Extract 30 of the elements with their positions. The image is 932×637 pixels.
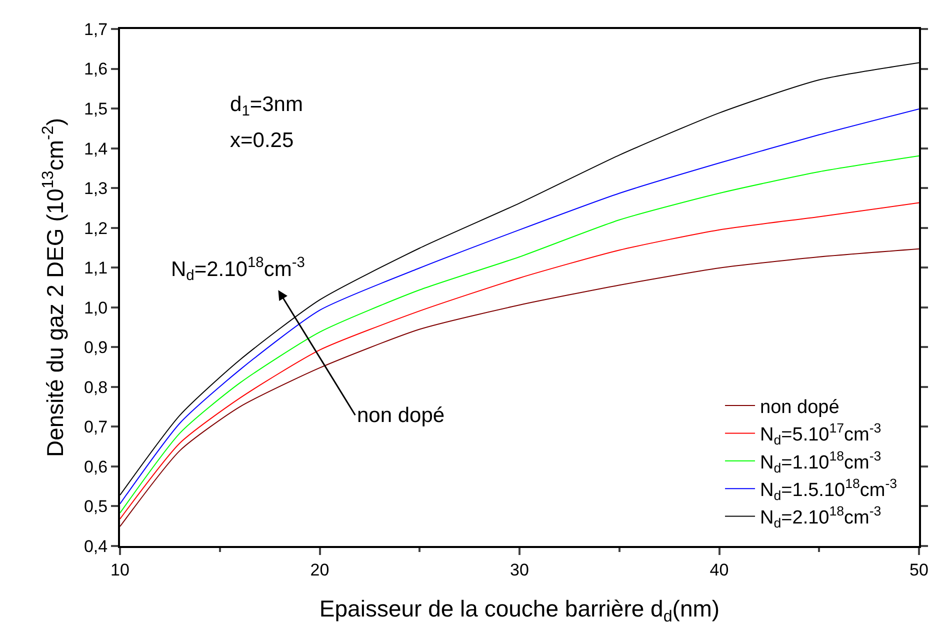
y-tick-label: 1,7 (84, 20, 108, 39)
y-tick-label: 0,5 (84, 497, 108, 516)
y-tick-label: 0,8 (84, 378, 108, 397)
annotation: N$_{d}$=2.10$^{18}$cm$^{-3}$ (171, 255, 305, 284)
annotation: x=0.25 (230, 129, 294, 152)
y-tick-label: 0,6 (84, 457, 108, 476)
legend-label: N$_{d}$=1.5.10$^{18}$cm$^{-3}$ (760, 476, 898, 504)
y-tick-label: 1,6 (84, 60, 108, 79)
annotation: d$_{1}$=3nm (230, 93, 303, 120)
x-axis-title: Epaisseur de la couche barrière d$_{d}$(nm) (319, 596, 720, 626)
x-tick-label: 20 (310, 560, 330, 580)
y-tick-label: 1,3 (84, 179, 108, 198)
y-tick-label: 1,0 (84, 298, 108, 318)
x-tick-label: 40 (710, 560, 729, 580)
y-tick-label: 0,4 (84, 536, 108, 556)
x-tick-label: 50 (910, 560, 928, 580)
y-tick-label: 0,9 (84, 338, 108, 358)
x-tick-label: 10 (110, 560, 130, 580)
annotation: non dopé (357, 404, 445, 427)
legend-label: N$_{d}$=1.10$^{18}$cm$^{-3}$ (760, 448, 882, 476)
y-tick-label: 0,7 (84, 418, 108, 437)
y-tick-label: 1,4 (84, 139, 108, 158)
legend-label: N$_{d}$=2.10$^{18}$cm$^{-3}$ (760, 504, 882, 531)
y-tick-label: 1,2 (84, 218, 108, 238)
y-tick-label: 1,1 (84, 258, 108, 278)
legend-label: N$_{d}$=5.10$^{17}$cm$^{-3}$ (760, 420, 882, 448)
y-tick-label: 1,5 (84, 99, 108, 118)
x-tick-label: 30 (510, 560, 529, 580)
legend-label: non dopé (760, 396, 840, 418)
line-series (120, 248, 919, 528)
